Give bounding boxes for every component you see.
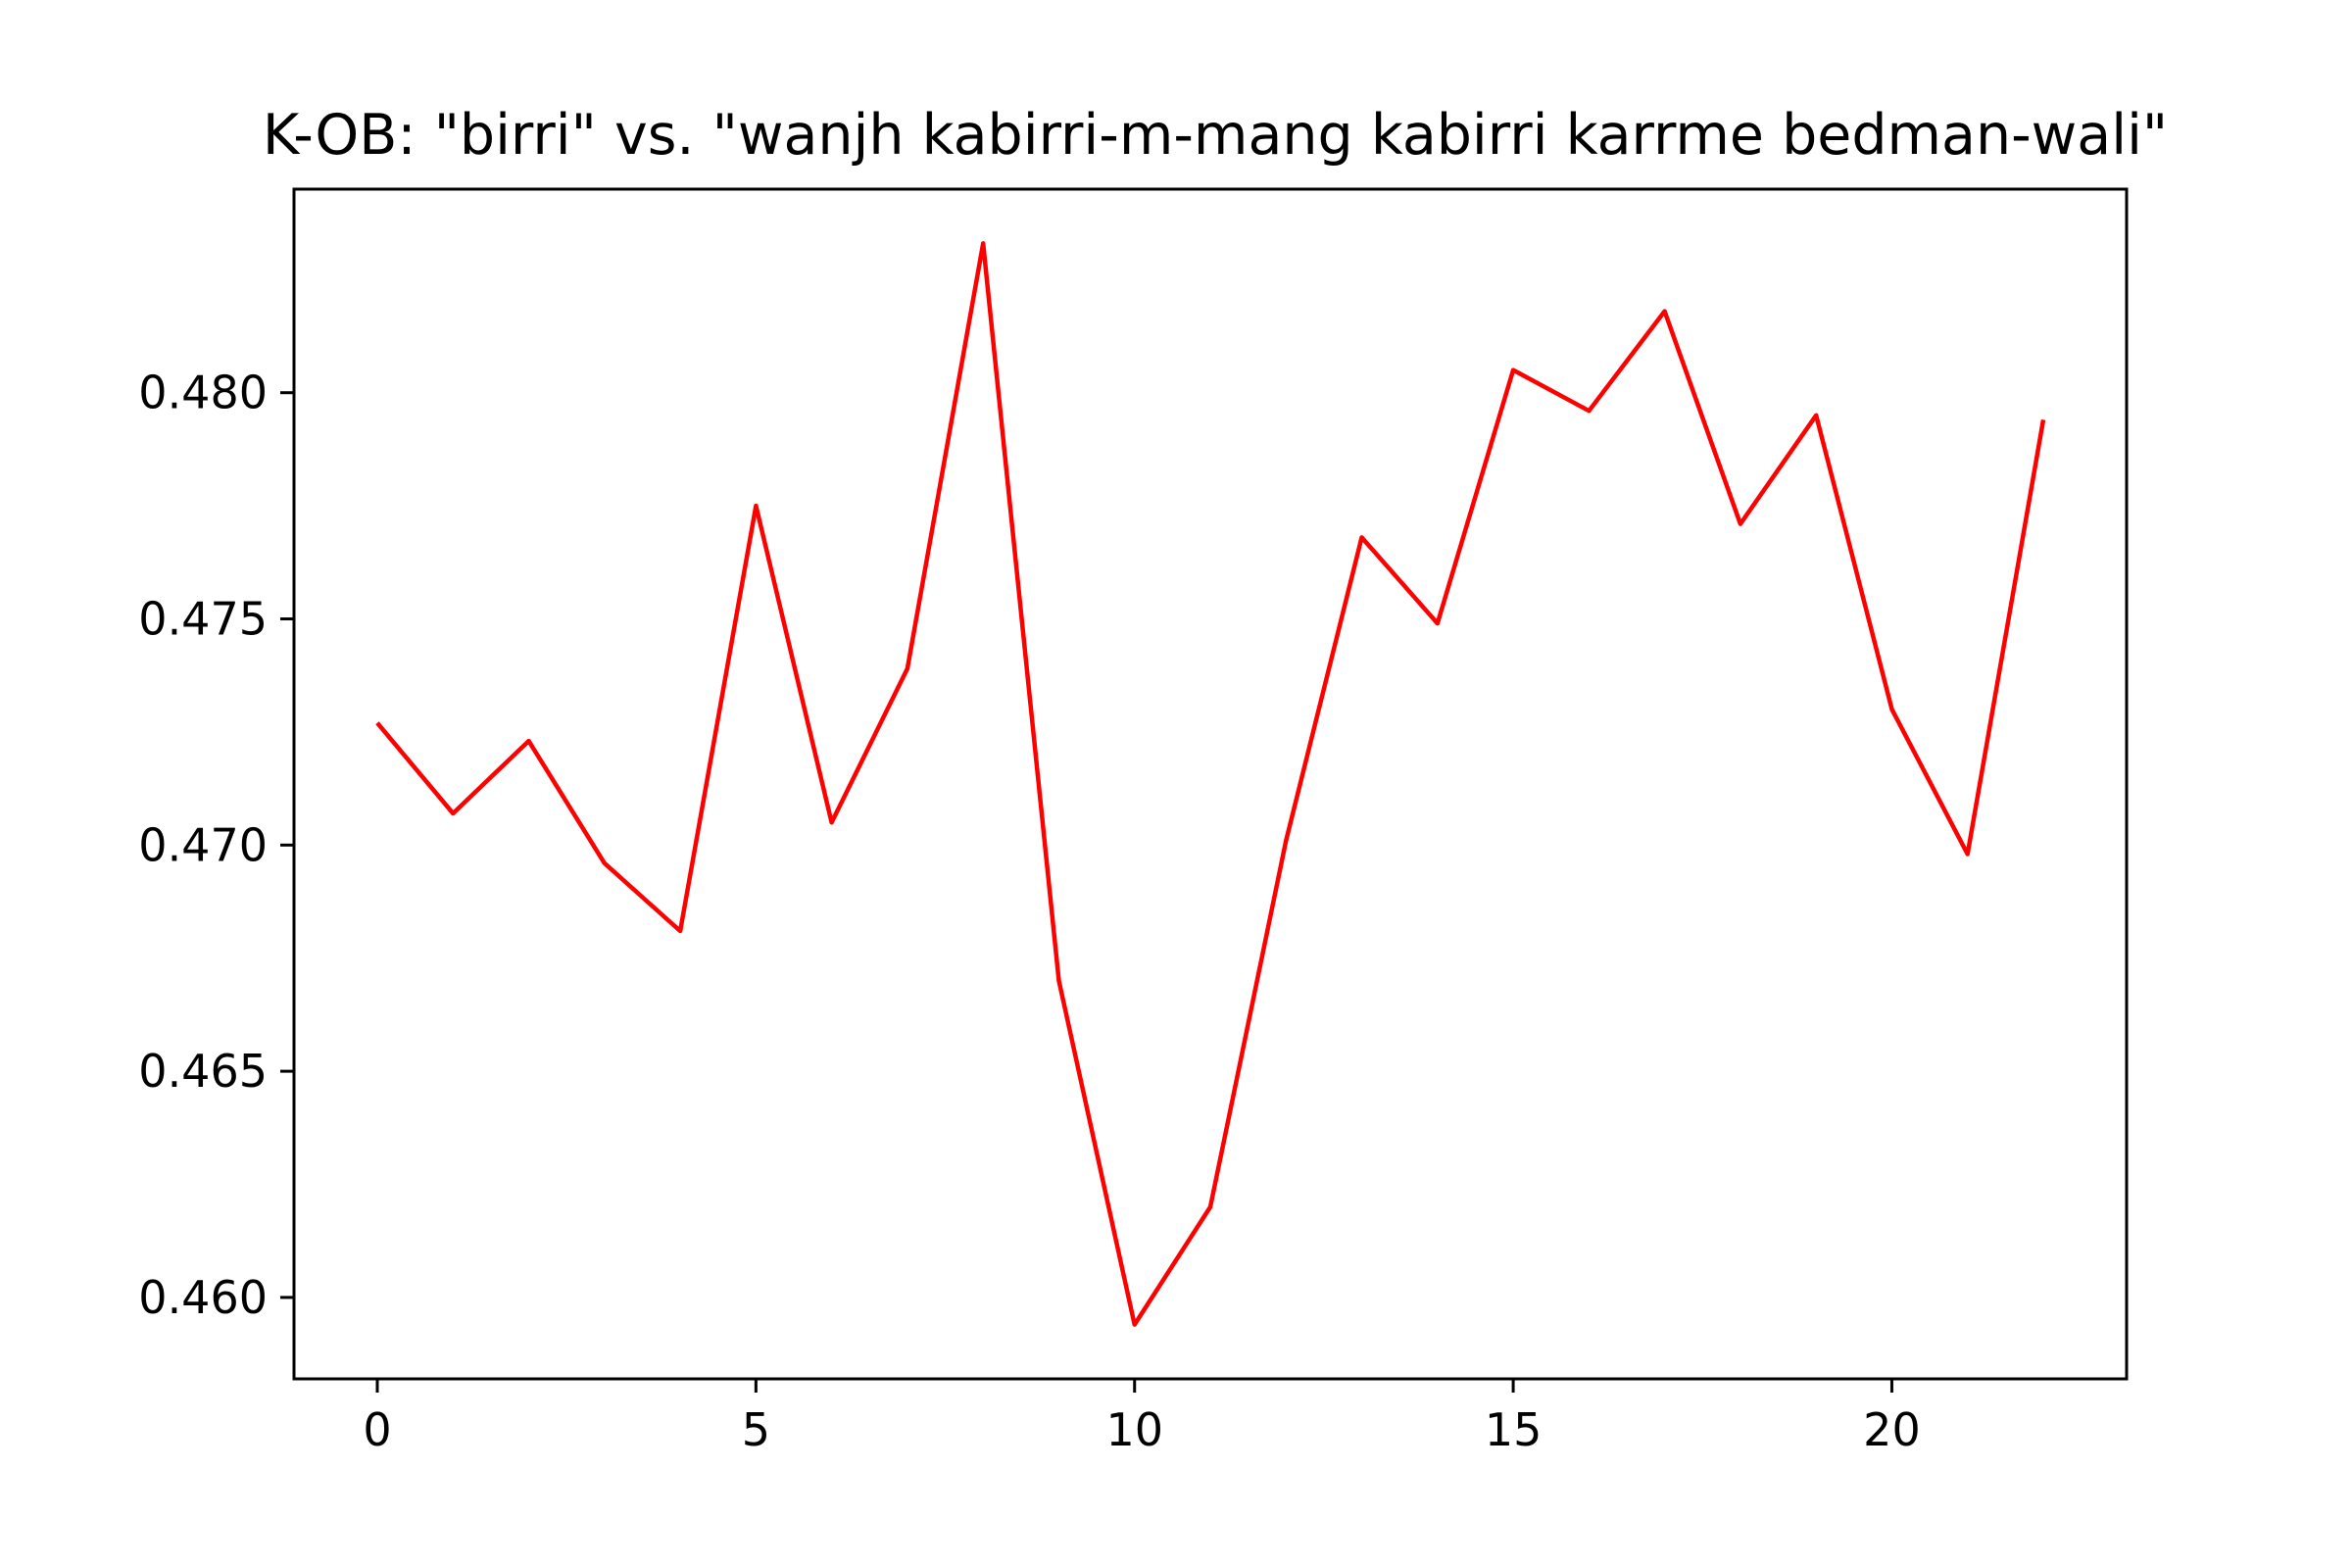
y-tick-label: 0.480 <box>138 367 268 419</box>
y-axis: 0.460 0.465 0.470 0.475 0.480 <box>138 367 294 1324</box>
x-tick-label: 15 <box>1485 1403 1543 1456</box>
x-tick-label: 10 <box>1105 1403 1163 1456</box>
plot-area <box>375 241 2046 1327</box>
axes-frame <box>292 187 2129 1381</box>
y-tick-label: 0.470 <box>138 818 268 871</box>
y-tick-label: 0.475 <box>138 593 268 646</box>
x-tick-label: 0 <box>363 1403 391 1456</box>
x-tick-label: 5 <box>742 1403 770 1456</box>
chart-title: K-OB: "birri" vs. "wanjh kabirri-m-mang … <box>263 103 2168 168</box>
x-tick-label: 20 <box>1863 1403 1921 1456</box>
y-tick-label: 0.465 <box>138 1045 268 1098</box>
series-line <box>375 241 2046 1327</box>
y-tick-label: 0.460 <box>138 1271 268 1324</box>
x-axis: 0 5 10 15 20 <box>363 1379 1921 1456</box>
